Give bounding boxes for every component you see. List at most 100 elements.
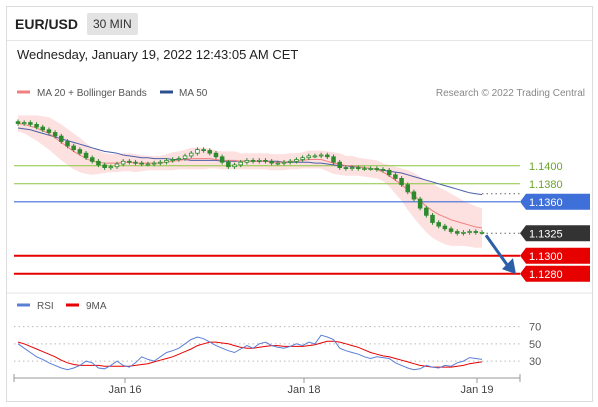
candle xyxy=(349,165,355,171)
candle xyxy=(269,159,274,166)
candle-body xyxy=(287,160,293,163)
candle-body xyxy=(417,198,423,209)
candle-body xyxy=(34,124,39,128)
candle-body xyxy=(158,161,163,164)
candle-body xyxy=(325,154,330,158)
candle xyxy=(15,119,21,126)
candle xyxy=(133,159,138,166)
candle-body xyxy=(349,167,355,170)
candle xyxy=(325,152,330,160)
candle xyxy=(244,158,250,165)
candle-body xyxy=(362,168,367,170)
candle xyxy=(170,157,175,163)
candle xyxy=(21,120,27,126)
candle xyxy=(362,166,367,171)
candle xyxy=(158,159,163,166)
candle-body xyxy=(263,159,268,162)
candle xyxy=(411,189,417,202)
rsi-tick-label: 50 xyxy=(529,339,541,351)
candle-body xyxy=(312,155,318,158)
candle xyxy=(257,158,262,164)
candle-body xyxy=(83,152,89,159)
candle xyxy=(96,159,101,168)
candle xyxy=(287,159,293,165)
candle xyxy=(77,147,83,156)
candle xyxy=(405,182,411,195)
candle-body xyxy=(213,152,219,158)
rsi-line xyxy=(17,334,483,371)
time-tick-label: Jan 16 xyxy=(108,384,141,396)
candle xyxy=(399,176,404,187)
candle-body xyxy=(89,157,95,162)
candle-body xyxy=(52,132,58,137)
candle-body xyxy=(424,207,429,216)
support-1-label: 1.1300 xyxy=(529,251,563,263)
bollinger-band xyxy=(18,115,482,248)
rsi-plot: 70 50 30 xyxy=(14,322,541,371)
chart-widget: EUR/USD 30 MIN Wednesday, January 19, 20… xyxy=(6,6,593,402)
candle-body xyxy=(176,158,182,161)
candle xyxy=(430,213,435,225)
candle-body xyxy=(127,160,132,163)
rsi-ma-line xyxy=(17,340,483,368)
candle xyxy=(83,150,89,160)
candle-body xyxy=(300,157,305,160)
candle-body xyxy=(275,162,281,165)
candle-body xyxy=(21,122,27,124)
candle-body xyxy=(306,155,312,159)
candle-body xyxy=(28,122,33,125)
candle xyxy=(207,148,213,156)
candle-body xyxy=(473,231,479,233)
candle xyxy=(393,172,398,181)
candle xyxy=(71,143,76,152)
candle xyxy=(356,165,361,171)
chart-datetime: Wednesday, January 19, 2022 12:43:05 AM … xyxy=(17,47,299,62)
legend-bollinger: MA 20 + Bollinger Bands xyxy=(37,88,147,99)
candle-body xyxy=(257,159,262,162)
candle xyxy=(461,230,466,236)
candle xyxy=(232,162,237,169)
pivot-label: 1.1360 xyxy=(529,197,563,209)
candle xyxy=(34,122,39,130)
resistance-1-label: 1.1380 xyxy=(529,179,563,191)
candle xyxy=(238,159,243,168)
candle-body xyxy=(318,154,324,157)
time-tick-label: Jan 19 xyxy=(460,384,493,396)
candle xyxy=(52,130,58,139)
candle xyxy=(331,154,336,165)
candle xyxy=(40,124,46,133)
candle-body xyxy=(201,149,206,152)
candle-body xyxy=(77,149,83,154)
candle xyxy=(436,220,441,229)
time-axis: Jan 16 Jan 18 Jan 19 xyxy=(13,374,521,396)
candle xyxy=(312,153,318,159)
candle xyxy=(195,147,200,156)
price-plot: 1.1400 1.1380 1.1360 1.1325 1.1300 1.1280 xyxy=(14,115,590,282)
symbol-title: EUR/USD xyxy=(15,16,79,32)
candle xyxy=(188,150,194,159)
candle xyxy=(337,159,342,170)
candle-body xyxy=(59,135,64,142)
candle xyxy=(120,159,126,167)
candle xyxy=(380,167,386,173)
candle-body xyxy=(188,152,194,157)
candle xyxy=(467,229,472,235)
candle-body xyxy=(46,129,52,133)
candle-body xyxy=(386,169,392,176)
candle xyxy=(28,120,33,127)
candle xyxy=(417,196,423,211)
candle-body xyxy=(232,164,237,168)
candle xyxy=(442,223,448,232)
candle xyxy=(300,155,305,162)
candle xyxy=(65,139,70,149)
candle xyxy=(386,168,392,178)
candle-body xyxy=(164,159,169,163)
candle-body xyxy=(294,159,299,162)
pivot-tag xyxy=(520,193,590,210)
candle xyxy=(46,127,52,135)
candle xyxy=(281,159,287,166)
candle-body xyxy=(405,184,411,193)
timeframe-badge[interactable]: 30 MIN xyxy=(87,13,138,35)
candle-body xyxy=(448,228,454,232)
